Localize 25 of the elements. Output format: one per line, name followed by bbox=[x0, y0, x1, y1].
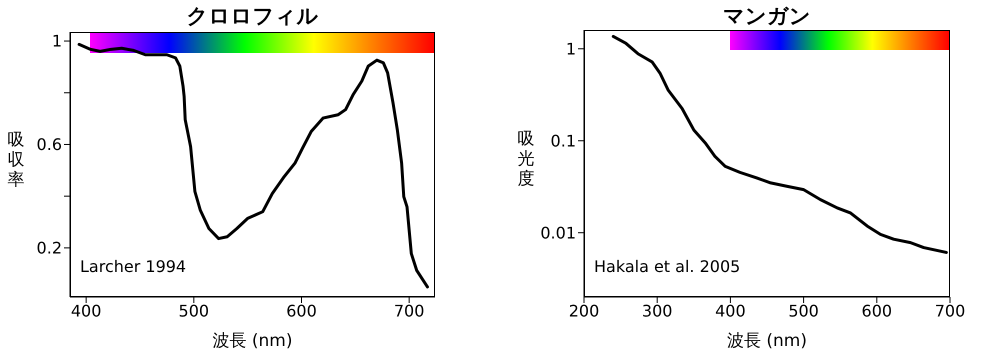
x-axis-title: 波長 (nm) bbox=[726, 330, 808, 352]
y-tick-label: 1 bbox=[566, 39, 576, 58]
line-series bbox=[78, 42, 429, 288]
x-tick-label: 500 bbox=[178, 301, 210, 320]
x-tick-label: 400 bbox=[70, 301, 102, 320]
chart-title: マンガン bbox=[722, 3, 812, 30]
y-axis-title: 吸収率 bbox=[6, 130, 26, 190]
y-tick-label: 0.2 bbox=[36, 238, 62, 258]
x-tick-label: 400 bbox=[715, 301, 746, 320]
x-tick-label: 200 bbox=[568, 301, 600, 320]
x-tick-label: 600 bbox=[286, 301, 317, 320]
y-tick-label: 0.1 bbox=[550, 131, 576, 150]
annotation: Larcher 1994 bbox=[80, 257, 186, 276]
y-axis-title: 吸光度 bbox=[516, 128, 536, 188]
y-tick-label: 1 bbox=[52, 32, 62, 51]
annotation: Hakala et al. 2005 bbox=[594, 257, 740, 276]
chart-title: クロロフィル bbox=[186, 3, 320, 30]
x-tick-label: 300 bbox=[642, 301, 672, 320]
x-axis-title: 波長 (nm) bbox=[211, 330, 294, 352]
y-tick-label: 0.01 bbox=[540, 223, 576, 242]
x-tick-label: 700 bbox=[934, 301, 966, 320]
x-tick-label: 700 bbox=[394, 301, 424, 320]
x-tick-label: 600 bbox=[862, 301, 892, 320]
x-tick-label: 500 bbox=[788, 301, 819, 320]
y-tick-label: 0.6 bbox=[36, 135, 62, 154]
